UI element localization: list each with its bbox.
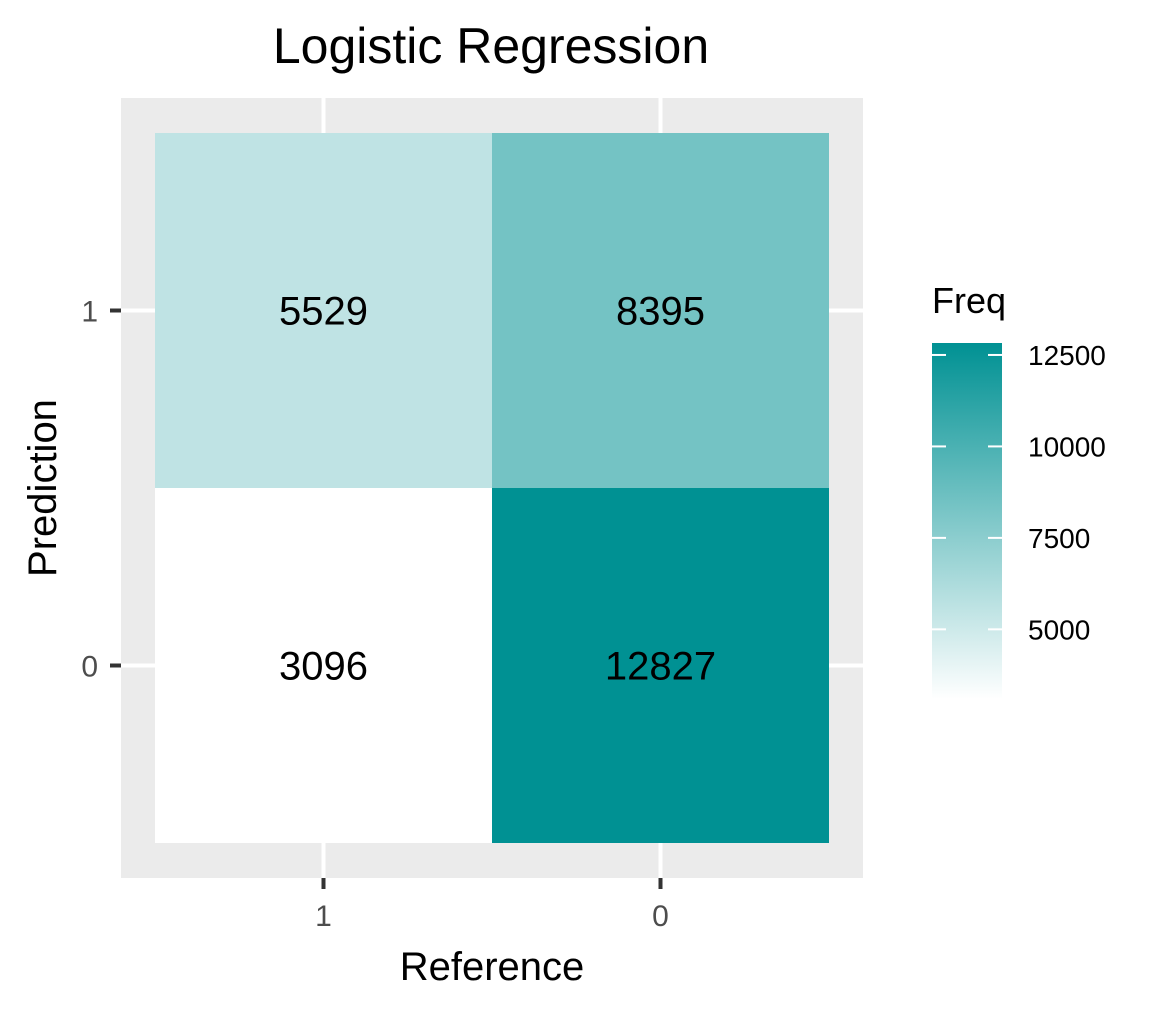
cell-value-label: 8395 (616, 290, 705, 334)
heatmap-cells (155, 133, 829, 843)
y-tick-label: 1 (81, 296, 98, 329)
heatmap-cell (155, 133, 492, 488)
heatmap-cell (492, 488, 829, 843)
heatmap-cell (492, 133, 829, 488)
x-tick-label: 1 (315, 900, 332, 933)
cell-labels: 5529 8395 3096 12827 (279, 290, 716, 689)
cell-value-label: 5529 (279, 290, 368, 334)
heatmap-cell (155, 488, 492, 843)
chart-title: Logistic Regression (273, 18, 709, 74)
cell-value-label: 12827 (605, 645, 716, 689)
legend-break-label: 5000 (1028, 614, 1090, 645)
y-tick-label: 0 (81, 651, 98, 684)
legend-colorbar (932, 343, 1002, 699)
legend-break-label: 12500 (1028, 340, 1106, 371)
cell-value-label: 3096 (279, 645, 368, 689)
legend-break-label: 10000 (1028, 431, 1106, 462)
y-axis-title: Prediction (21, 399, 65, 577)
x-axis-title: Reference (400, 945, 585, 989)
x-tick-label: 0 (652, 900, 669, 933)
y-axis: 01 (81, 296, 121, 684)
legend-break-label: 7500 (1028, 523, 1090, 554)
legend-title: Freq (932, 280, 1006, 321)
color-legend: Freq 5000 7500 10000 12500 (932, 280, 1106, 699)
